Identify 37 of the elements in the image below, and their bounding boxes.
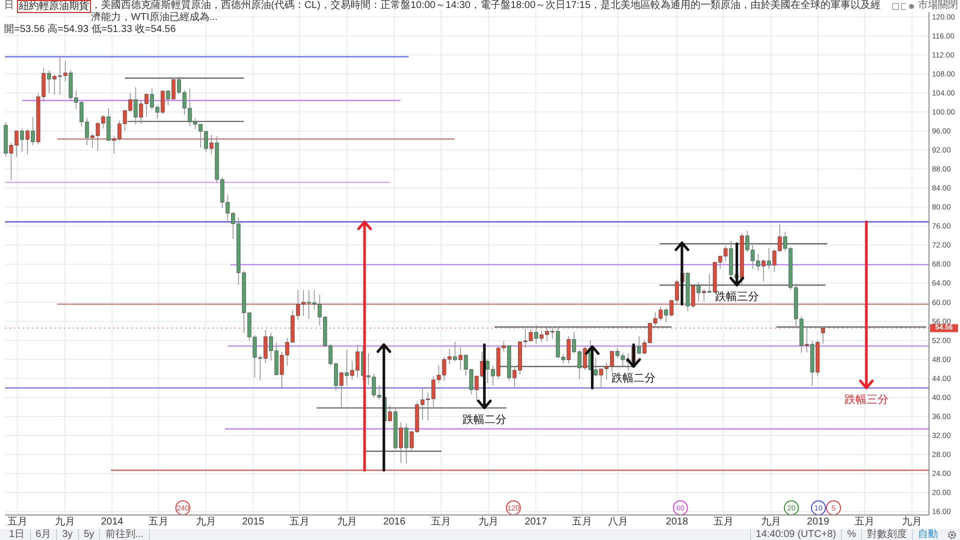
annotation: 跌幅二分 (612, 372, 656, 385)
text: % (841, 529, 861, 540)
x-tick-label: 2015 (242, 516, 265, 528)
annotation: 日 (4, 0, 14, 12)
x-tick-label: 五月 (431, 516, 452, 528)
x-tick-label: 九月 (337, 516, 358, 528)
x-tick-label: 九月 (196, 516, 216, 528)
x-tick-label: 九月 (760, 516, 781, 528)
x-tick-label: 2016 (383, 516, 406, 528)
text: 1日 (4, 529, 31, 540)
text: 5y (78, 529, 100, 540)
text: 對數刻度 (861, 529, 912, 540)
x-tick-label: 五月 (290, 516, 310, 528)
annotation: 跌幅三分 (844, 394, 888, 406)
text: 3y (57, 529, 79, 540)
x-tick-label: 五月 (7, 516, 28, 528)
text: 14:40:09 (UTC+8) (750, 529, 842, 540)
x-tick-label: 九月 (54, 516, 75, 528)
x-tick-label: 2018 (666, 516, 688, 528)
x-tick-label: 九月 (902, 516, 922, 528)
x-tick-label: 2017 (524, 516, 548, 528)
candlestick (821, 326, 826, 344)
text: 前往到... (100, 529, 150, 540)
annotation: 跌幅三分 (714, 291, 759, 304)
chart-title: 紐約輕原油期貨 (17, 0, 91, 13)
x-tick-label: 九月 (478, 516, 499, 528)
x-tick-label: 2019 (806, 516, 830, 528)
annotation: 跌幅二分 (462, 414, 506, 426)
text: 自動 (912, 529, 943, 540)
x-tick-label: 2014 (100, 516, 124, 528)
x-tick-label: 五月 (572, 516, 592, 528)
text: 6月 (30, 529, 58, 540)
annotation: 開=53.56 高=54.93 低=51.33 收=54.56 (4, 24, 177, 36)
x-tick-label: 五月 (854, 516, 874, 528)
x-tick-label: 五月 (713, 516, 734, 528)
x-tick-label: 五月 (148, 516, 168, 528)
x-tick-label: 八月 (608, 516, 628, 528)
